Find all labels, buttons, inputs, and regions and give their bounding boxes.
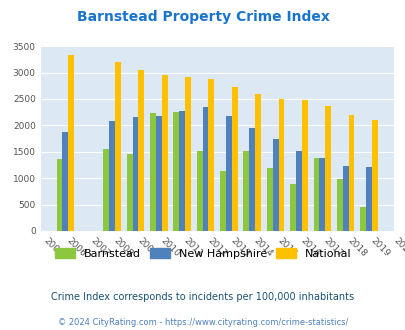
Text: Crime Index corresponds to incidents per 100,000 inhabitants: Crime Index corresponds to incidents per… [51, 292, 354, 302]
Text: © 2024 CityRating.com - https://www.cityrating.com/crime-statistics/: © 2024 CityRating.com - https://www.city… [58, 318, 347, 327]
Bar [220, 171, 226, 231]
Bar [313, 158, 319, 231]
Bar [319, 158, 324, 231]
Bar [301, 100, 307, 231]
Bar [348, 115, 354, 231]
Bar [371, 119, 377, 231]
Bar [226, 116, 231, 231]
Bar [57, 159, 62, 231]
Bar [185, 77, 190, 231]
Bar [359, 207, 365, 231]
Bar [365, 167, 371, 231]
Bar [272, 139, 278, 231]
Bar [126, 154, 132, 231]
Bar [243, 151, 249, 231]
Bar [336, 179, 342, 231]
Bar [342, 166, 348, 231]
Bar [202, 107, 208, 231]
Bar [138, 71, 144, 231]
Bar [254, 94, 260, 231]
Bar [208, 80, 214, 231]
Bar [173, 112, 179, 231]
Bar [132, 117, 138, 231]
Bar [62, 132, 68, 231]
Bar [109, 121, 115, 231]
Bar [266, 168, 272, 231]
Bar [196, 151, 202, 231]
Bar [278, 99, 284, 231]
Bar [179, 111, 185, 231]
Bar [290, 184, 295, 231]
Bar [103, 148, 109, 231]
Bar [115, 61, 121, 231]
Bar [161, 75, 167, 231]
Legend: Barnstead, New Hampshire, National: Barnstead, New Hampshire, National [50, 244, 355, 263]
Bar [295, 151, 301, 231]
Text: Barnstead Property Crime Index: Barnstead Property Crime Index [77, 10, 328, 24]
Bar [156, 116, 161, 231]
Bar [150, 113, 156, 231]
Bar [249, 127, 254, 231]
Bar [324, 106, 330, 231]
Bar [68, 55, 74, 231]
Bar [231, 87, 237, 231]
